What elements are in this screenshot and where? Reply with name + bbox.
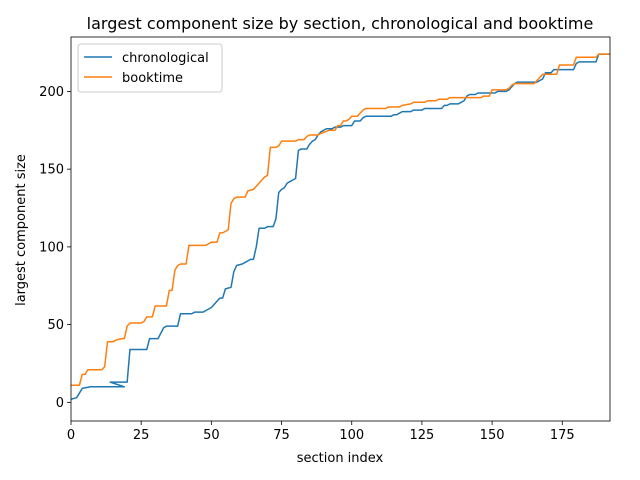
x-axis-label: section index <box>297 451 384 466</box>
y-tick-label: 50 <box>47 318 64 333</box>
legend-label-booktime: booktime <box>122 71 183 86</box>
y-tick-label: 150 <box>39 163 64 178</box>
plot-area <box>70 36 611 422</box>
axis-ticks: 0 25 50 75 100 125 150 175 0 50 100 150 200 <box>39 85 575 443</box>
series-line-chronological <box>71 53 610 400</box>
y-tick-label: 100 <box>39 240 64 255</box>
legend-box <box>77 43 223 93</box>
x-tick-label: 175 <box>550 428 575 443</box>
x-tick-label: 50 <box>203 428 220 443</box>
x-tick-label: 25 <box>133 428 150 443</box>
plot-frame <box>70 36 611 422</box>
x-tick-label: 100 <box>339 428 364 443</box>
chart-title: largest component size by section, chron… <box>87 14 594 33</box>
x-tick-label: 75 <box>273 428 290 443</box>
series-line-booktime <box>71 53 610 386</box>
x-tick-label: 0 <box>67 428 75 443</box>
y-tick-label: 200 <box>39 85 64 100</box>
x-tick-label: 125 <box>409 428 434 443</box>
legend: chronological booktime <box>77 43 223 93</box>
legend-label-chronological: chronological <box>122 51 209 66</box>
y-tick-label: 0 <box>56 396 64 411</box>
x-tick-label: 150 <box>480 428 505 443</box>
y-axis-label: largest component size <box>14 154 29 306</box>
